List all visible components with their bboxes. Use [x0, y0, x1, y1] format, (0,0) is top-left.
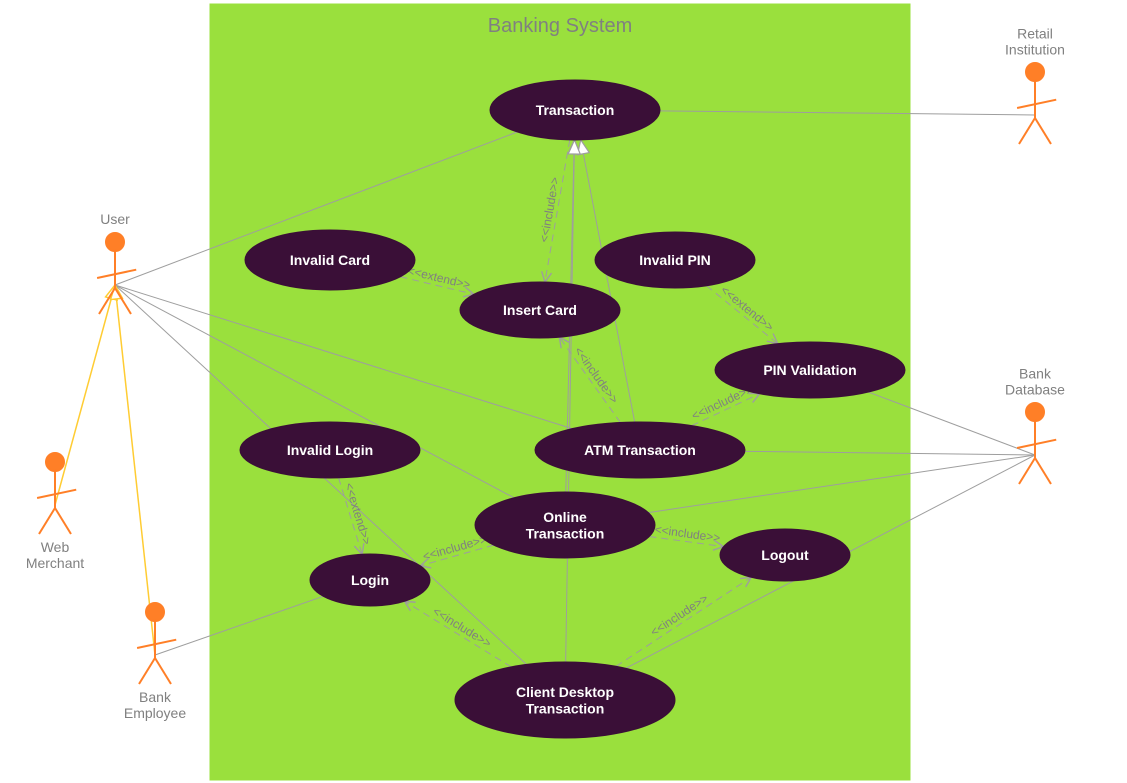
use-case-label: Transaction [526, 525, 605, 541]
use-case-label: Invalid Card [290, 252, 370, 268]
use-case-invalid_pin: Invalid PIN [595, 232, 755, 288]
actor-bank_employee: BankEmployee [124, 603, 186, 721]
use-case-label: Client Desktop [516, 684, 614, 700]
actor-label: Merchant [26, 555, 84, 571]
use-case-label: Transaction [526, 700, 605, 716]
actor-head-icon [106, 233, 124, 251]
actor-label: User [100, 211, 130, 227]
edge-generalization [55, 285, 115, 505]
use-case-label: PIN Validation [763, 362, 856, 378]
use-case-logout: Logout [720, 529, 850, 581]
use-case-pin_validation: PIN Validation [715, 342, 905, 398]
use-case-invalid_card: Invalid Card [245, 230, 415, 290]
use-case-client_desktop: Client DesktopTransaction [455, 662, 675, 738]
actor-label: Retail [1017, 26, 1053, 42]
actor-head-icon [1026, 63, 1044, 81]
actor-label: Employee [124, 705, 186, 721]
use-case-label: Insert Card [503, 302, 577, 318]
use-case-label: Login [351, 572, 389, 588]
edge-generalization [115, 285, 155, 655]
use-case-online_transaction: OnlineTransaction [475, 492, 655, 558]
actor-label: Web [41, 539, 70, 555]
use-case-diagram: Banking System<<include>><<include>><<in… [0, 0, 1127, 783]
use-case-label: Invalid PIN [639, 252, 711, 268]
use-case-label: Invalid Login [287, 442, 373, 458]
actor-head-icon [1026, 403, 1044, 421]
actor-label: Institution [1005, 42, 1065, 58]
actor-web_merchant: WebMerchant [26, 453, 84, 571]
actor-retail_institution: RetailInstitution [1005, 26, 1065, 144]
use-case-label: ATM Transaction [584, 442, 696, 458]
actor-label: Bank [139, 689, 172, 705]
system-title: Banking System [488, 15, 633, 37]
actor-label: Database [1005, 382, 1065, 398]
actor-head-icon [46, 453, 64, 471]
use-case-label: Logout [761, 547, 809, 563]
use-case-insert_card: Insert Card [460, 282, 620, 338]
use-case-transaction: Transaction [490, 80, 660, 140]
use-case-login: Login [310, 554, 430, 606]
actor-label: Bank [1019, 366, 1052, 382]
use-case-label: Online [543, 509, 587, 525]
actor-head-icon [146, 603, 164, 621]
use-case-atm_transaction: ATM Transaction [535, 422, 745, 478]
use-case-invalid_login: Invalid Login [240, 422, 420, 478]
use-case-label: Transaction [536, 102, 615, 118]
